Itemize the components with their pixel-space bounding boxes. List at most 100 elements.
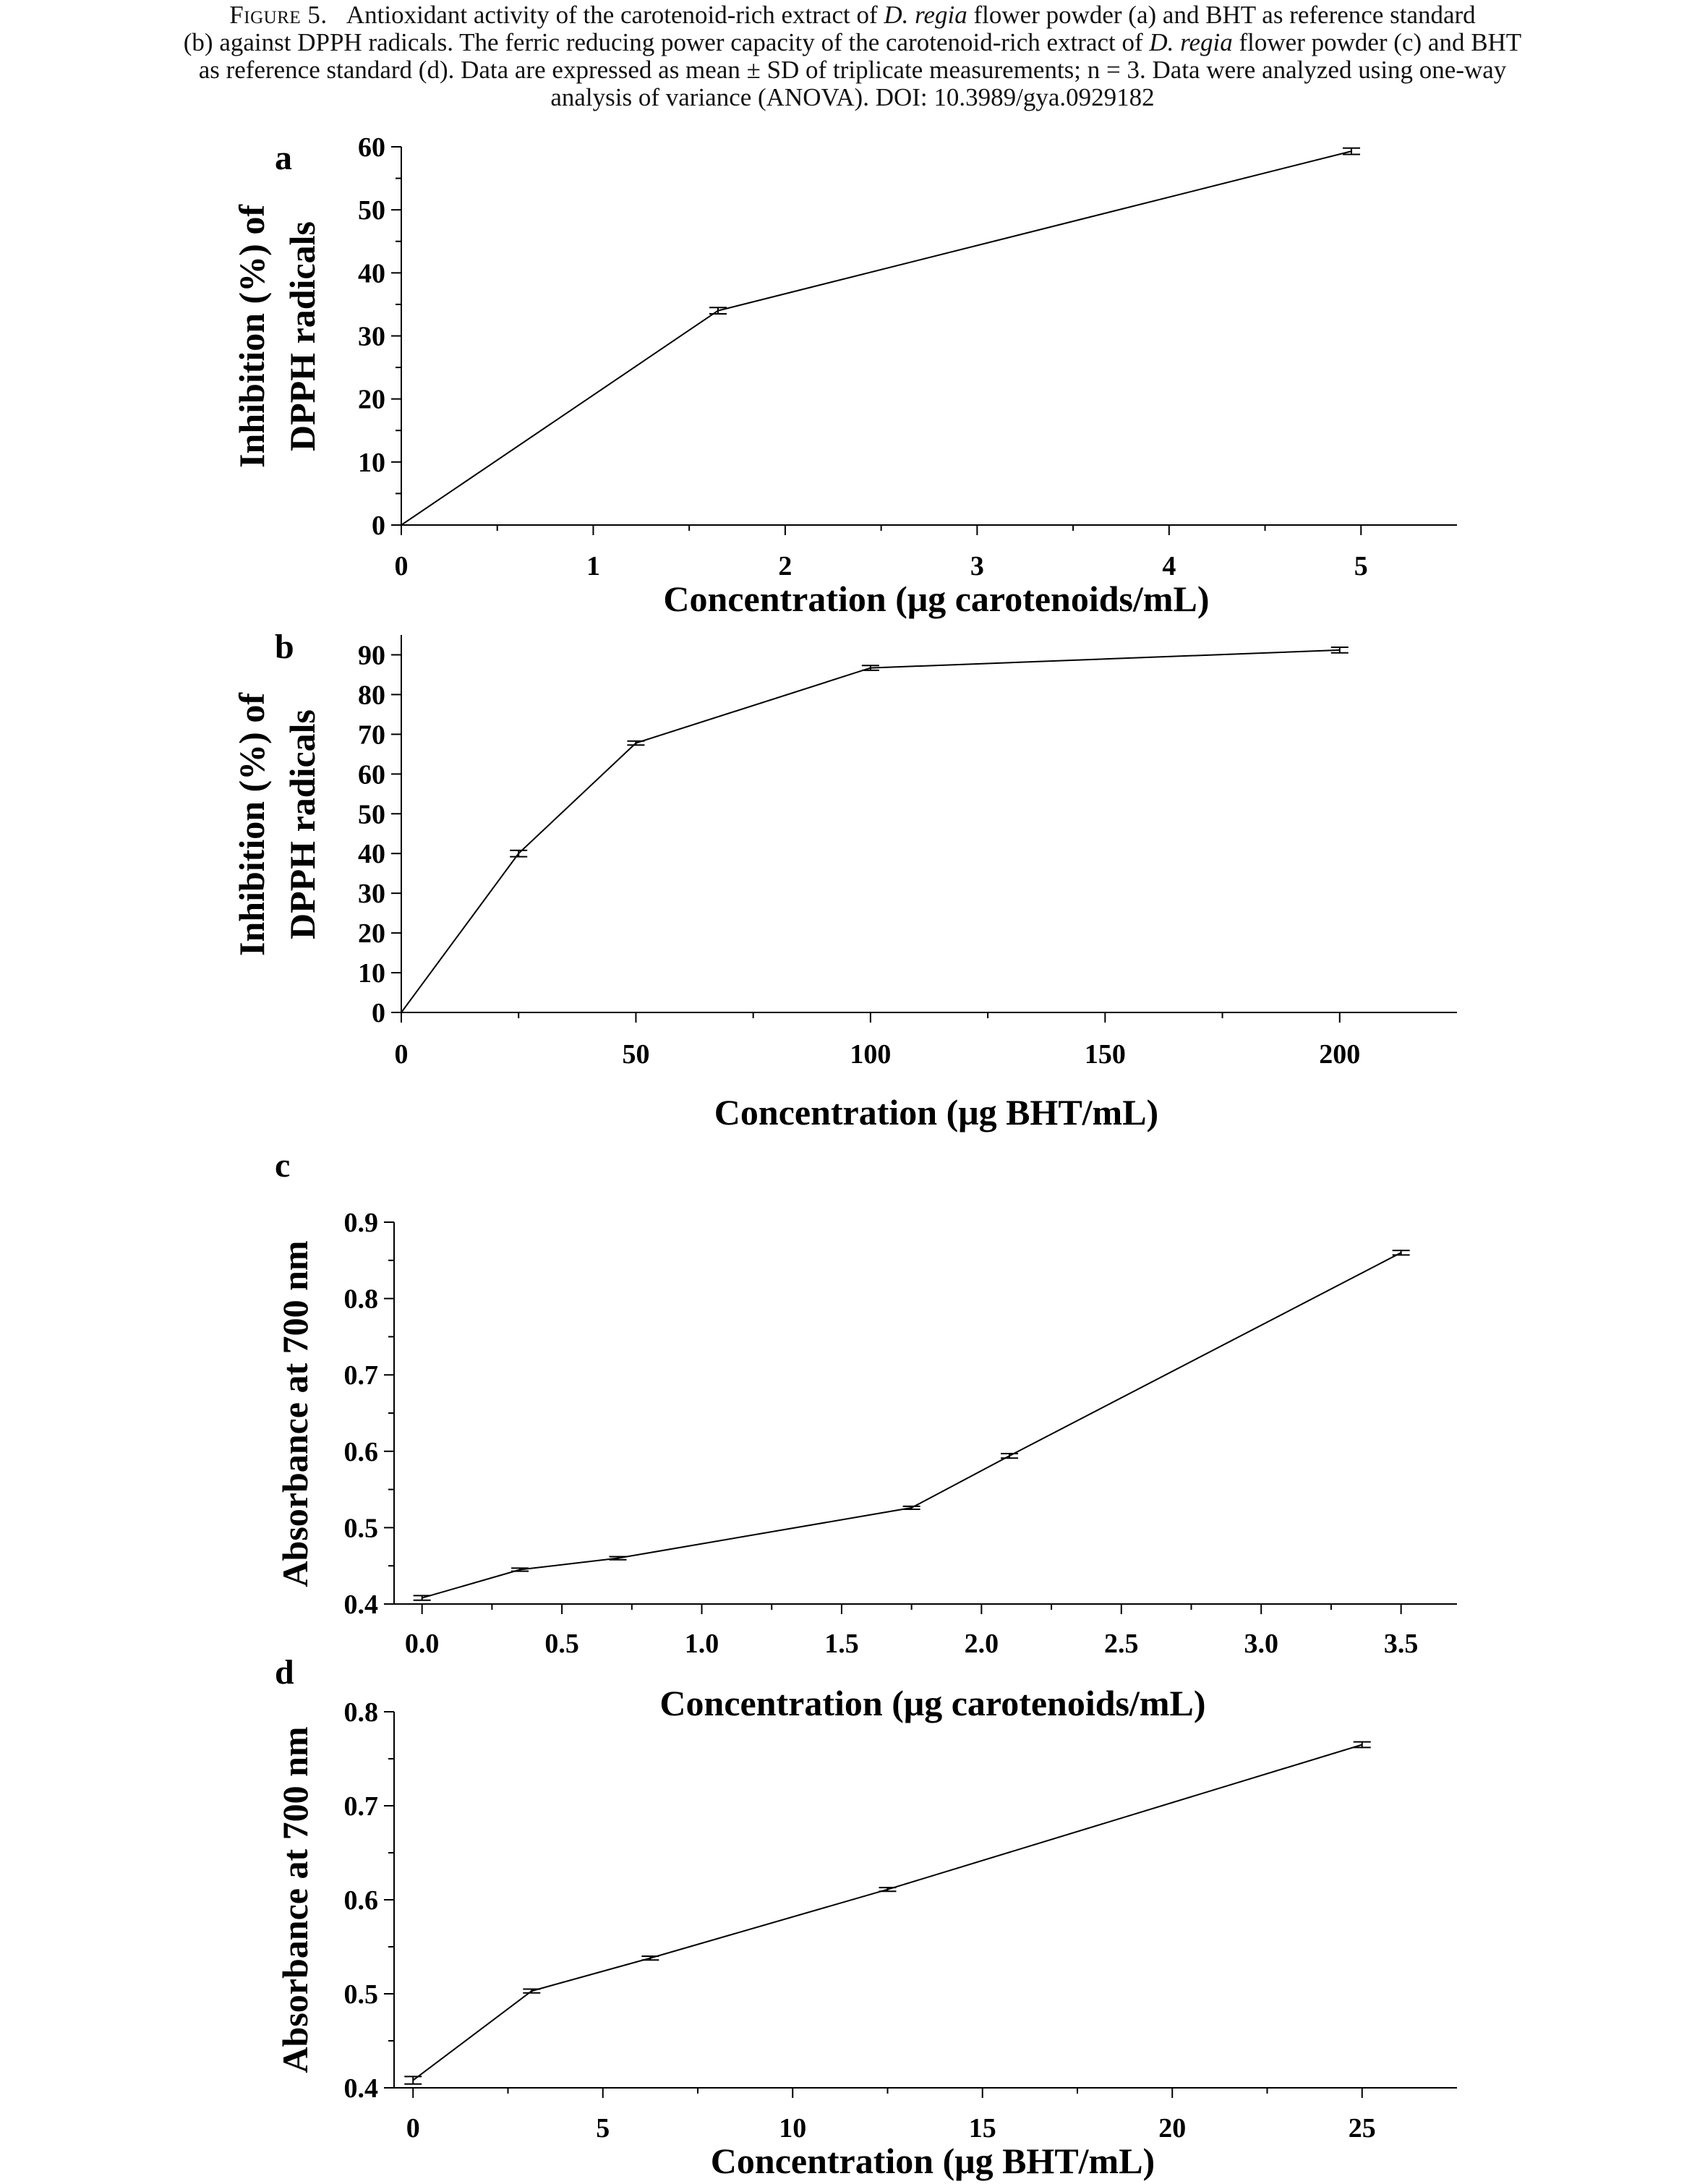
x-axis-title: Concentration (μg carotenoids/mL) <box>659 1683 1205 1723</box>
panel-label: a <box>275 139 292 177</box>
y-tick-label: 0.8 <box>344 1697 379 1728</box>
caption-line-3: as reference standard (d). Data are expr… <box>198 56 1507 84</box>
y-axis-title: Inhibition (%) of <box>231 692 272 956</box>
y-tick-label: 30 <box>358 879 385 909</box>
x-tick-label: 15 <box>969 2113 996 2144</box>
x-tick-label: 3.5 <box>1384 1629 1419 1659</box>
caption-line-2: (b) against DPPH radicals. The ferric re… <box>14 29 1691 56</box>
x-tick-label: 5 <box>1354 551 1368 581</box>
data-point <box>404 2076 422 2085</box>
y-tick-label: 40 <box>358 839 385 869</box>
x-tick-label: 4 <box>1162 551 1176 581</box>
y-tick-label: 0.7 <box>344 1791 379 1822</box>
x-tick-label: 0 <box>395 551 409 581</box>
y-tick-label: 0.9 <box>344 1208 379 1238</box>
x-tick-label: 0.0 <box>405 1629 440 1659</box>
data-point <box>879 1887 897 1893</box>
y-tick-label: 80 <box>358 680 385 710</box>
x-tick-label: 50 <box>622 1039 649 1070</box>
data-line <box>401 649 1340 1013</box>
y-tick-label: 0.6 <box>344 1437 379 1467</box>
caption-text: flower powder (a) and BHT as reference s… <box>967 1 1476 29</box>
y-tick-label: 0.5 <box>344 1979 379 2010</box>
x-tick-label: 10 <box>779 2113 806 2144</box>
data-point <box>523 1988 541 1994</box>
y-tick-label: 50 <box>358 195 385 226</box>
data-point <box>1343 147 1360 155</box>
data-line <box>422 1252 1402 1599</box>
data-point <box>627 740 645 746</box>
figure-label: Figure 5. <box>229 1 328 29</box>
y-tick-label: 30 <box>358 322 385 352</box>
y-tick-label: 0.6 <box>344 1885 379 1916</box>
x-tick-label: 1.5 <box>824 1629 859 1659</box>
x-tick-label: 3 <box>970 551 984 581</box>
x-tick-label: 200 <box>1319 1039 1360 1070</box>
y-axis-title: Absorbance at 700 nm <box>275 1240 315 1587</box>
y-axis-title: DPPH radicals <box>282 709 322 939</box>
y-axis-title: Inhibition (%) of <box>231 204 272 468</box>
data-line <box>412 1744 1363 2081</box>
chart-panel-d: 0.4 0.5 0.6 0.7 0.8 0 5 10 15 20 25 d Absorbance at … <box>275 1653 1457 2181</box>
panel-label: d <box>275 1653 294 1692</box>
x-tick-label: 1.0 <box>685 1629 719 1659</box>
panel-label: b <box>275 628 294 666</box>
x-tick-label: 1 <box>586 551 600 581</box>
caption-text: Antioxidant activity of the carotenoid-r… <box>346 1 884 29</box>
y-tick-label: 20 <box>358 918 385 949</box>
x-tick-label: 2 <box>778 551 792 581</box>
species-name: D. regia <box>884 1 967 29</box>
y-tick-label: 0 <box>372 511 385 541</box>
data-point <box>709 307 727 315</box>
x-tick-label: 0 <box>406 2113 420 2144</box>
figure-caption: Figure 5. Antioxidant activity of the ca… <box>14 1 1691 111</box>
x-axis-title: Concentration (μg BHT/mL) <box>714 1092 1158 1132</box>
y-tick-label: 0.8 <box>344 1284 379 1315</box>
y-tick-label: 90 <box>358 640 385 670</box>
data-point <box>511 1567 529 1572</box>
data-point <box>510 849 528 858</box>
caption-text: flower powder (c) and BHT <box>1232 28 1522 56</box>
x-tick-label: 150 <box>1085 1039 1126 1070</box>
y-tick-label: 40 <box>358 258 385 289</box>
y-tick-label: 0.7 <box>344 1360 379 1391</box>
x-tick-label: 0 <box>395 1039 409 1070</box>
x-tick-label: 20 <box>1158 2113 1186 2144</box>
data-point <box>609 1556 627 1561</box>
data-point <box>1353 1741 1371 1749</box>
y-tick-label: 0.5 <box>344 1513 379 1543</box>
caption-line-1: Figure 5. Antioxidant activity of the ca… <box>14 1 1691 29</box>
caption-text: (b) against DPPH radicals. The ferric re… <box>183 28 1150 56</box>
y-tick-label: 20 <box>358 385 385 415</box>
x-axis-title: Concentration (μg BHT/mL) <box>711 2141 1155 2181</box>
y-tick-label: 0.4 <box>344 1590 379 1620</box>
data-point <box>861 665 879 671</box>
y-tick-label: 50 <box>358 799 385 829</box>
caption-line-4: analysis of variance (ANOVA). DOI: 10.39… <box>550 83 1155 111</box>
y-tick-label: 0.4 <box>344 2073 379 2104</box>
data-point <box>413 1595 431 1601</box>
x-tick-label: 100 <box>850 1039 891 1070</box>
chart-panel-c: 0.4 0.5 0.6 0.7 0.8 0.9 0.0 0.5 1.0 1.5 2.0 2.5 3.0 3… <box>275 1146 1457 1723</box>
data-point <box>1330 647 1349 654</box>
data-line <box>401 150 1352 526</box>
data-point <box>1392 1250 1410 1256</box>
y-tick-label: 70 <box>358 720 385 750</box>
data-point <box>1001 1452 1019 1459</box>
x-tick-label: 5 <box>596 2113 610 2144</box>
x-tick-label: 0.5 <box>544 1629 579 1659</box>
chart-panel-b: 0 10 20 30 40 50 60 70 80 90 0 50 100 150 200 bInhibiti… <box>231 628 1457 1132</box>
species-name: D. regia <box>1149 28 1233 56</box>
x-tick-label: 25 <box>1349 2113 1376 2144</box>
y-axis-title: DPPH radicals <box>282 221 322 451</box>
x-axis-title: Concentration (μg carotenoids/mL) <box>663 579 1209 619</box>
y-tick-label: 0 <box>372 998 385 1028</box>
y-tick-label: 10 <box>358 958 385 989</box>
y-axis-title: Absorbance at 700 nm <box>275 1726 315 2073</box>
y-tick-label: 60 <box>358 759 385 790</box>
y-tick-label: 10 <box>358 448 385 478</box>
x-tick-label: 2.0 <box>965 1629 999 1659</box>
data-point <box>902 1505 920 1511</box>
